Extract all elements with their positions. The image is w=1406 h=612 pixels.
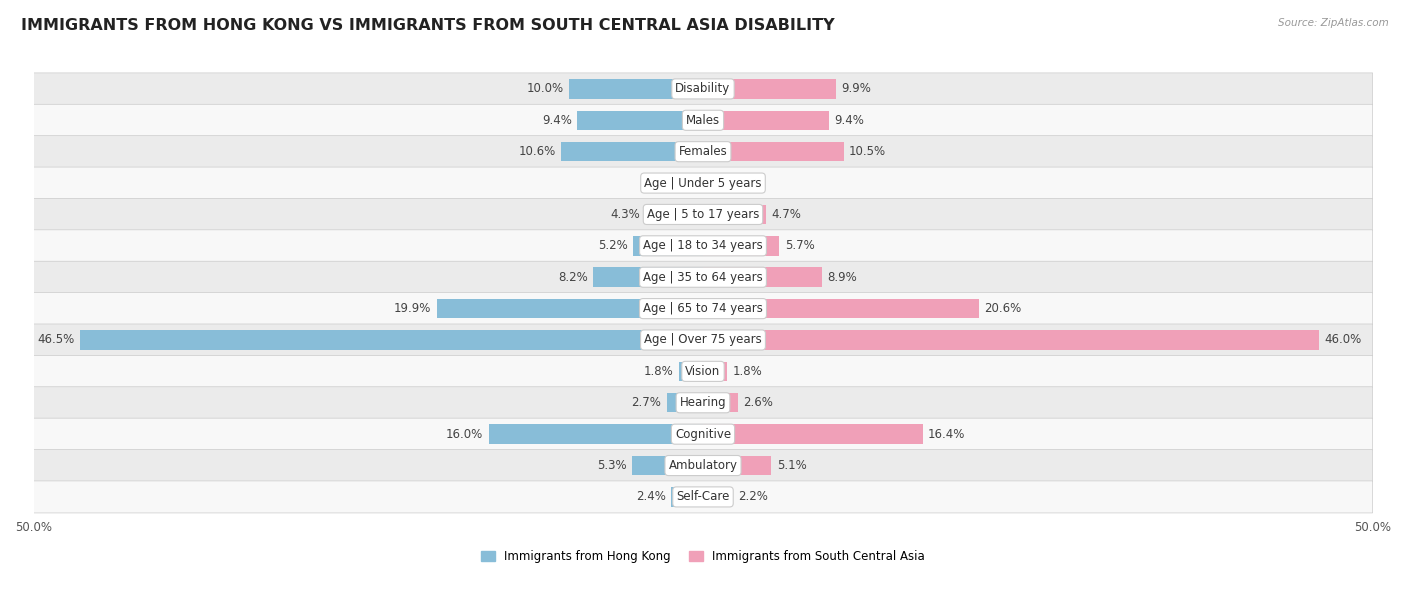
Text: 2.7%: 2.7% <box>631 396 661 409</box>
Text: 1.0%: 1.0% <box>721 177 751 190</box>
Legend: Immigrants from Hong Kong, Immigrants from South Central Asia: Immigrants from Hong Kong, Immigrants fr… <box>481 550 925 563</box>
Text: 2.6%: 2.6% <box>744 396 773 409</box>
FancyBboxPatch shape <box>34 418 1372 450</box>
Bar <box>703 111 830 130</box>
Text: Vision: Vision <box>685 365 721 378</box>
Text: 0.95%: 0.95% <box>648 177 685 190</box>
Bar <box>666 393 703 412</box>
Bar <box>576 111 703 130</box>
Text: Females: Females <box>679 145 727 158</box>
Bar <box>703 362 727 381</box>
FancyBboxPatch shape <box>34 261 1372 293</box>
Text: 16.4%: 16.4% <box>928 428 966 441</box>
Bar <box>703 330 1319 349</box>
Text: Hearing: Hearing <box>679 396 727 409</box>
Text: Disability: Disability <box>675 83 731 95</box>
FancyBboxPatch shape <box>34 324 1372 356</box>
Text: 20.6%: 20.6% <box>984 302 1021 315</box>
Text: Self-Care: Self-Care <box>676 490 730 504</box>
Text: Age | Under 5 years: Age | Under 5 years <box>644 177 762 190</box>
Text: Source: ZipAtlas.com: Source: ZipAtlas.com <box>1278 18 1389 28</box>
Text: 8.9%: 8.9% <box>828 271 858 284</box>
Text: 9.4%: 9.4% <box>834 114 865 127</box>
Text: 2.2%: 2.2% <box>738 490 768 504</box>
Bar <box>703 173 717 193</box>
Text: Age | Over 75 years: Age | Over 75 years <box>644 334 762 346</box>
FancyBboxPatch shape <box>34 104 1372 136</box>
Text: Males: Males <box>686 114 720 127</box>
Text: Age | 18 to 34 years: Age | 18 to 34 years <box>643 239 763 252</box>
Text: 46.5%: 46.5% <box>38 334 75 346</box>
FancyBboxPatch shape <box>34 73 1372 105</box>
Text: IMMIGRANTS FROM HONG KONG VS IMMIGRANTS FROM SOUTH CENTRAL ASIA DISABILITY: IMMIGRANTS FROM HONG KONG VS IMMIGRANTS … <box>21 18 835 34</box>
Text: 4.7%: 4.7% <box>772 208 801 221</box>
Bar <box>593 267 703 287</box>
Bar <box>645 205 703 224</box>
Text: 10.6%: 10.6% <box>519 145 555 158</box>
FancyBboxPatch shape <box>34 198 1372 231</box>
Text: 5.3%: 5.3% <box>598 459 627 472</box>
Bar <box>489 425 703 444</box>
Bar <box>671 487 703 507</box>
Text: 10.0%: 10.0% <box>527 83 564 95</box>
Bar <box>703 425 922 444</box>
Text: 5.2%: 5.2% <box>599 239 628 252</box>
Bar <box>703 79 835 99</box>
FancyBboxPatch shape <box>34 356 1372 387</box>
Bar <box>80 330 703 349</box>
Bar <box>703 393 738 412</box>
FancyBboxPatch shape <box>34 136 1372 168</box>
Text: Ambulatory: Ambulatory <box>668 459 738 472</box>
Text: 9.9%: 9.9% <box>841 83 870 95</box>
Bar <box>703 456 772 476</box>
Text: Age | 5 to 17 years: Age | 5 to 17 years <box>647 208 759 221</box>
Text: 16.0%: 16.0% <box>446 428 484 441</box>
Text: 10.5%: 10.5% <box>849 145 886 158</box>
Bar <box>703 236 779 256</box>
Bar <box>703 142 844 162</box>
FancyBboxPatch shape <box>34 293 1372 324</box>
Text: 2.4%: 2.4% <box>636 490 665 504</box>
FancyBboxPatch shape <box>34 387 1372 419</box>
FancyBboxPatch shape <box>34 481 1372 513</box>
Bar <box>633 236 703 256</box>
Bar <box>633 456 703 476</box>
Text: 8.2%: 8.2% <box>558 271 588 284</box>
Text: Cognitive: Cognitive <box>675 428 731 441</box>
Text: 4.3%: 4.3% <box>610 208 640 221</box>
Text: 46.0%: 46.0% <box>1324 334 1361 346</box>
Bar <box>679 362 703 381</box>
Bar <box>703 267 823 287</box>
FancyBboxPatch shape <box>34 230 1372 262</box>
Text: Age | 35 to 64 years: Age | 35 to 64 years <box>643 271 763 284</box>
Bar <box>561 142 703 162</box>
Text: 5.7%: 5.7% <box>785 239 814 252</box>
Text: 1.8%: 1.8% <box>644 365 673 378</box>
FancyBboxPatch shape <box>34 167 1372 199</box>
Bar <box>436 299 703 318</box>
Text: 19.9%: 19.9% <box>394 302 432 315</box>
Bar <box>703 299 979 318</box>
Bar <box>569 79 703 99</box>
Text: 5.1%: 5.1% <box>776 459 807 472</box>
Text: Age | 65 to 74 years: Age | 65 to 74 years <box>643 302 763 315</box>
Text: 1.8%: 1.8% <box>733 365 762 378</box>
Bar <box>703 205 766 224</box>
Bar <box>690 173 703 193</box>
FancyBboxPatch shape <box>34 450 1372 482</box>
Text: 9.4%: 9.4% <box>541 114 572 127</box>
Bar <box>703 487 733 507</box>
